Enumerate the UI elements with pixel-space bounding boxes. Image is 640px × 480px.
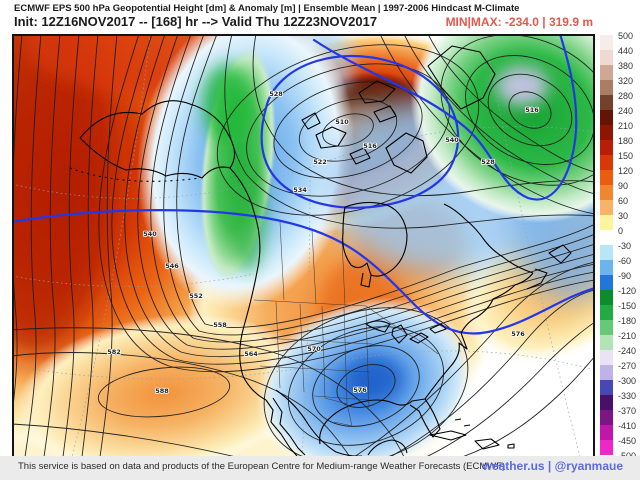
colorbar-swatch xyxy=(600,275,613,290)
contour-label: 522 xyxy=(313,158,327,166)
contour-label: 558 xyxy=(213,321,227,329)
colorbar-swatch xyxy=(600,410,613,425)
colorbar-label: -90 xyxy=(618,271,632,281)
colorbar-swatch xyxy=(600,230,613,245)
contour-label: 528 xyxy=(481,158,495,166)
state-borders xyxy=(253,221,439,427)
contour-label: 588 xyxy=(155,387,169,395)
contour-label: 528 xyxy=(269,90,283,98)
colorbar-label: 210 xyxy=(618,121,634,131)
minmax-readout: MIN|MAX: -234.0 | 319.9 m xyxy=(445,15,593,29)
colorbar-label: 440 xyxy=(618,46,634,56)
colorbar-swatch xyxy=(600,335,613,350)
colorbar-label: -300 xyxy=(618,376,637,386)
colorbar-label: -370 xyxy=(618,406,637,416)
colorbar-swatch xyxy=(600,50,613,65)
contour-labels: 510 516 522 528 534 540 546 552 558 564 570 576 576 5… xyxy=(106,89,540,396)
colorbar-label: 380 xyxy=(618,61,634,71)
colorbar-swatch xyxy=(600,125,613,140)
colorbar-swatch xyxy=(600,65,613,80)
colorbar-swatch xyxy=(600,215,613,230)
height-contours xyxy=(14,36,593,456)
colorbar-label: -330 xyxy=(618,391,637,401)
map-title: ECMWF EPS 500 hPa Geopotential Height [d… xyxy=(14,3,520,14)
colorbar-label: 180 xyxy=(618,136,634,146)
colorbar-swatch xyxy=(600,185,613,200)
footer-strip xyxy=(0,456,640,480)
colorbar-swatch xyxy=(600,440,613,455)
colorbar-swatch xyxy=(600,365,613,380)
colorbar-swatch xyxy=(600,260,613,275)
contour-label: 516 xyxy=(525,106,539,114)
colorbar-label: -240 xyxy=(618,346,637,356)
contour-label: 534 xyxy=(293,186,307,194)
coastlines xyxy=(69,45,572,456)
init-valid-line: Init: 12Z16NOV2017 -- [168] hr --> Valid… xyxy=(14,14,378,29)
colorbar-swatch xyxy=(600,245,613,260)
colorbar-swatch xyxy=(600,110,613,125)
colorbar-label: -60 xyxy=(618,256,632,266)
map-canvas: 510 516 522 528 534 540 546 552 558 564 570 576 576 5… xyxy=(14,36,593,456)
contour-label: 552 xyxy=(189,292,203,300)
colorbar-label: 500 xyxy=(618,31,634,41)
contour-label: 546 xyxy=(165,262,179,270)
colorbar-label: -270 xyxy=(618,361,637,371)
colorbar-swatch xyxy=(600,155,613,170)
colorbar-label: -120 xyxy=(618,286,637,296)
colorbar-label: 0 xyxy=(618,226,624,236)
colorbar-swatch xyxy=(600,380,613,395)
colorbar-swatch xyxy=(600,425,613,440)
colorbar-label: -150 xyxy=(618,301,637,311)
colorbar-swatch xyxy=(600,170,613,185)
contour-label: 510 xyxy=(335,118,349,126)
disclaimer-text: This service is based on data and produc… xyxy=(18,461,506,472)
colorbar-label: -30 xyxy=(618,241,632,251)
colorbar-label: 280 xyxy=(618,91,634,101)
contour-label: 516 xyxy=(363,142,377,150)
colorbar-labels: 500 440 380 320 280 240 210 180 150 120 90 60 30 0 -30… xyxy=(618,31,640,461)
contour-label: 540 xyxy=(143,230,157,238)
colorbar-label: -210 xyxy=(618,331,637,341)
colorbar-swatch xyxy=(600,395,613,410)
colorbar-swatch xyxy=(600,305,613,320)
colorbar-label: 30 xyxy=(618,211,629,221)
colorbar-swatch xyxy=(600,350,613,365)
colorbar-swatch xyxy=(600,80,613,95)
colorbar-label: 120 xyxy=(618,166,634,176)
colorbar-swatch xyxy=(600,140,613,155)
colorbar-label: 240 xyxy=(618,106,634,116)
highlighted-contours xyxy=(14,36,593,335)
colorbar-swatch xyxy=(600,290,613,305)
colorbar-label: 60 xyxy=(618,196,629,206)
contour-label: 576 xyxy=(353,386,367,394)
colorbar-swatch xyxy=(600,320,613,335)
contour-label: 582 xyxy=(107,348,121,356)
contour-label: 564 xyxy=(244,350,258,358)
contour-label: 540 xyxy=(445,136,459,144)
contour-label: 576 xyxy=(511,330,525,338)
colorbar-swatch xyxy=(600,95,613,110)
contour-label: 570 xyxy=(307,345,321,353)
colorbar xyxy=(600,35,613,455)
colorbar-label: -410 xyxy=(618,421,637,431)
colorbar-label: 150 xyxy=(618,151,634,161)
colorbar-label: -450 xyxy=(618,436,637,446)
colorbar-label: 320 xyxy=(618,76,634,86)
colorbar-swatch xyxy=(600,200,613,215)
weather-map: 510 516 522 528 534 540 546 552 558 564 570 576 576 5… xyxy=(12,34,595,458)
colorbar-swatch xyxy=(600,35,613,50)
attribution-link[interactable]: weather.us | @ryanmaue xyxy=(482,459,623,473)
colorbar-label: -180 xyxy=(618,316,637,326)
colorbar-label: 90 xyxy=(618,181,629,191)
